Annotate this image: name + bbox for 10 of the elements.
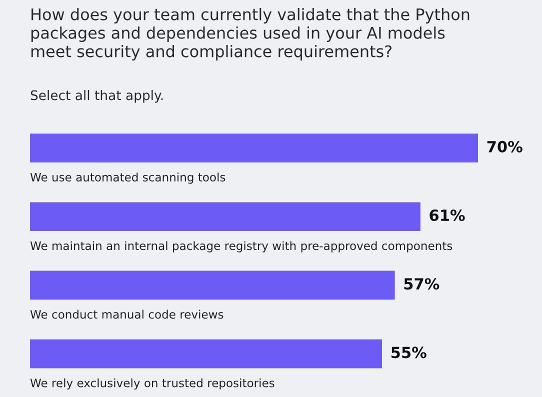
y-tick-label: We maintain an internal package registry with pre-approved components [30,241,452,252]
data-label: 57% [404,278,440,290]
y-tick-label: We rely exclusively on trusted repositories [30,378,274,390]
data-label: 61% [430,209,465,222]
data-label: 70% [487,140,522,152]
y-tick-label: We conduct manual code reviews [30,310,224,319]
data-label: 55% [392,346,426,358]
y-tick-label: We use automated scanning tools [30,172,226,184]
chart-title: How does your team currently validate that the Python packages and dependencies used in your AI models meet security and compliance requirements? [31,8,470,60]
chart-subtitle: Select all that apply. [30,90,163,103]
